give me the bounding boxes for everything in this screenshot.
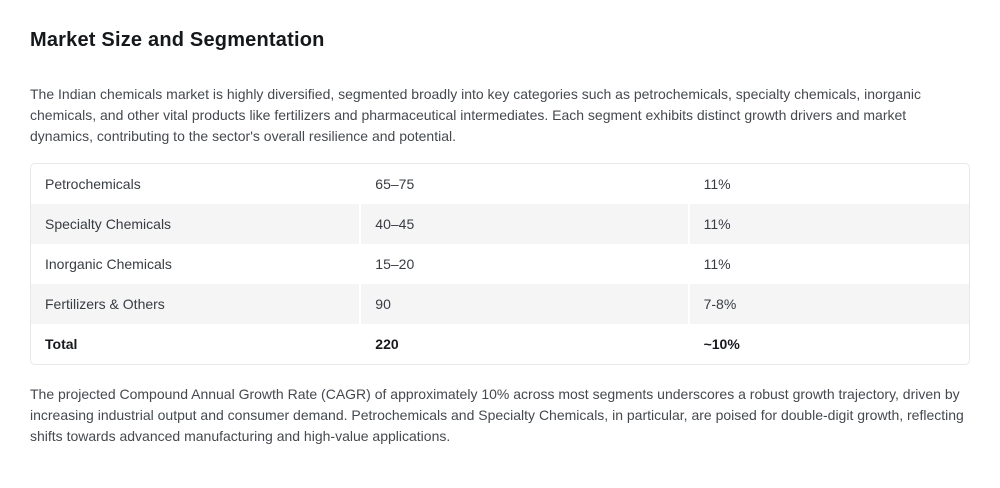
cell-cagr: 11% xyxy=(687,204,969,244)
cell-market-size: 90 xyxy=(359,284,688,324)
cell-segment: Specialty Chemicals xyxy=(31,204,360,244)
cell-segment: Petrochemicals xyxy=(45,176,141,192)
table-row-specialty-chemicals: Specialty Chemicals 40–45 11% xyxy=(31,204,969,244)
cell-cagr: ~10% xyxy=(687,324,969,364)
market-table-container: Petrochemicals 65–75 11% Specialty Chemi… xyxy=(30,163,970,365)
cell-market-size: 65–75 xyxy=(359,164,687,204)
cell-cagr: 11% xyxy=(687,164,969,204)
page-title: Market Size and Segmentation xyxy=(30,29,325,51)
cell-segment: Total xyxy=(45,336,78,352)
table-row-total: Total 220 ~10% xyxy=(31,324,969,364)
outro-paragraph: The projected Compound Annual Growth Rat… xyxy=(30,386,964,444)
cell-segment: Fertilizers & Others xyxy=(31,284,360,324)
market-segmentation-table: Petrochemicals 65–75 11% Specialty Chemi… xyxy=(31,164,969,364)
table-row-petrochemicals: Petrochemicals 65–75 11% xyxy=(31,164,969,204)
market-table-body: Petrochemicals 65–75 11% Specialty Chemi… xyxy=(31,164,969,364)
table-row-fertilizers-others: Fertilizers & Others 90 7-8% xyxy=(31,284,969,324)
cell-cagr: 7-8% xyxy=(687,284,969,324)
intro-paragraph: The Indian chemicals market is highly di… xyxy=(30,86,921,144)
cell-market-size: 40–45 xyxy=(359,204,688,244)
document-section: Market Size and Segmentation The Indian … xyxy=(30,29,970,444)
cell-market-size: 220 xyxy=(359,324,687,364)
cell-segment: Inorganic Chemicals xyxy=(45,256,172,272)
cell-market-size: 15–20 xyxy=(359,244,687,284)
cell-cagr: 11% xyxy=(687,244,969,284)
table-row-inorganic-chemicals: Inorganic Chemicals 15–20 11% xyxy=(31,244,969,284)
